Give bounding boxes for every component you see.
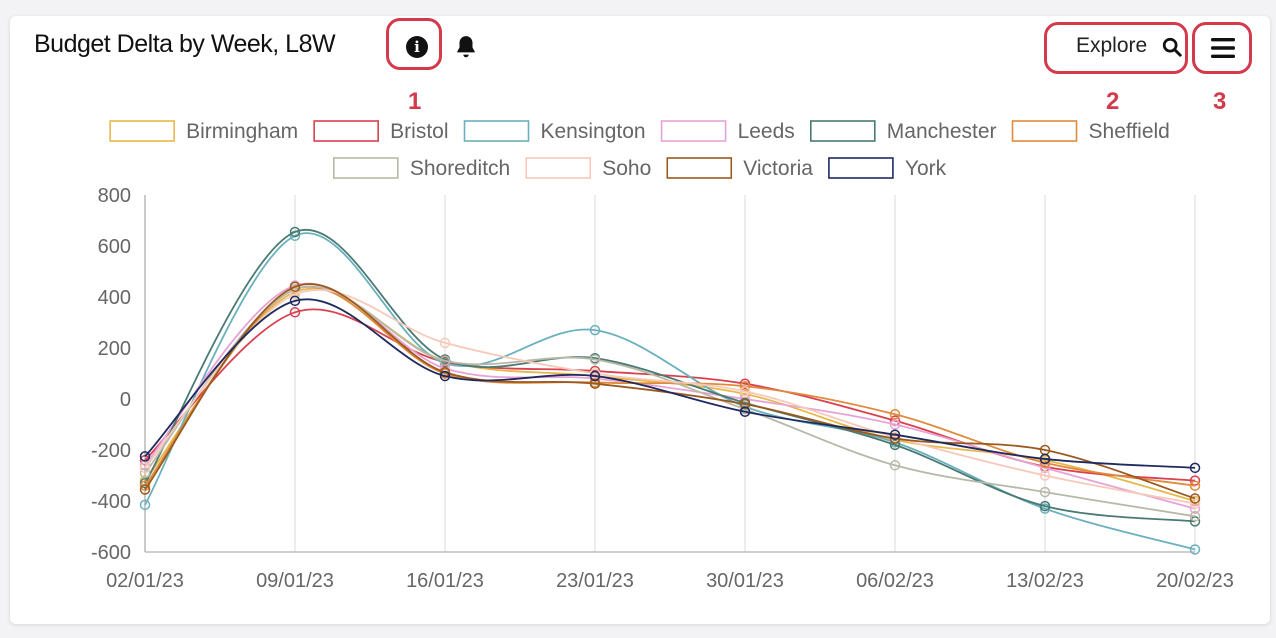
legend-label-birmingham: Birmingham <box>186 120 298 143</box>
legend-label-soho: Soho <box>602 157 651 180</box>
data-point-leeds <box>1189 503 1201 514</box>
y-tick-label: -600 <box>91 542 131 564</box>
info-icon[interactable]: i <box>406 36 428 58</box>
data-point-shoreditch <box>589 354 601 365</box>
legend-label-york: York <box>905 157 947 180</box>
x-tick-label: 20/02/23 <box>1156 570 1234 592</box>
y-tick-label: -400 <box>91 491 131 513</box>
legend-swatch-soho <box>525 157 592 179</box>
y-tick-label: 200 <box>98 338 131 360</box>
data-point-victoria <box>739 398 751 410</box>
legend-label-victoria: Victoria <box>743 157 813 180</box>
legend-swatch-birmingham <box>109 120 175 142</box>
data-point-victoria <box>139 484 151 495</box>
series-line-shoreditch <box>144 285 1196 518</box>
menu-highlight <box>1192 22 1252 74</box>
data-point-york <box>889 429 901 440</box>
data-point-soho <box>1189 498 1201 509</box>
y-tick-label: 800 <box>98 185 131 207</box>
x-tick-label: 16/01/23 <box>406 570 484 592</box>
line-chart: 800 600 400 200 0 -200 -400 -600 02/01/23 09/01/2… <box>91 120 1234 592</box>
data-point-manchester <box>289 226 301 238</box>
data-point-york <box>1039 453 1051 465</box>
callout-2: 2 <box>1106 88 1120 115</box>
data-point-soho <box>289 289 301 300</box>
x-tick-label: 13/02/23 <box>1006 570 1084 592</box>
data-point-soho <box>439 337 451 349</box>
series-line-manchester <box>144 228 1196 523</box>
data-point-manchester <box>1039 500 1051 512</box>
data-point-york <box>139 451 151 462</box>
data-point-york <box>739 406 751 417</box>
legend-swatch-sheffield <box>1011 120 1078 142</box>
data-point-sheffield <box>139 480 151 491</box>
legend-swatch-leeds <box>660 120 727 142</box>
data-point-victoria <box>289 281 301 293</box>
legend-swatch-manchester <box>810 120 876 142</box>
data-point-shoreditch <box>1039 486 1051 498</box>
series-line-birmingham <box>144 287 1196 502</box>
series-line-sheffield <box>144 286 1196 487</box>
chart-card: Budget Delta by Week, L8W i Explore 1 2 … <box>10 16 1270 624</box>
legend-swatch-victoria <box>666 157 733 179</box>
data-point-manchester <box>889 439 901 451</box>
data-point-victoria <box>1189 493 1201 504</box>
data-point-leeds <box>889 419 901 430</box>
series-line-soho <box>144 288 1196 505</box>
data-point-kensington <box>139 499 151 511</box>
data-point-soho <box>1039 470 1051 481</box>
data-point-shoreditch <box>439 355 451 366</box>
data-point-kensington <box>589 324 601 336</box>
bell-icon[interactable] <box>453 34 479 60</box>
data-point-york <box>1189 462 1201 474</box>
data-point-york <box>589 370 601 382</box>
info-highlight <box>386 18 442 70</box>
legend-label-manchester: Manchester <box>887 120 997 143</box>
callout-1: 1 <box>408 88 422 115</box>
data-point-york <box>439 370 451 382</box>
y-tick-label: 0 <box>120 389 131 411</box>
series-line-kensington <box>144 232 1196 551</box>
y-tick-label: 400 <box>98 287 131 309</box>
legend-label-kensington: Kensington <box>541 120 646 143</box>
data-point-kensington <box>1189 544 1201 555</box>
menu-icon[interactable] <box>1210 35 1236 61</box>
x-tick-label: 06/02/23 <box>856 570 934 592</box>
legend-swatch-kensington <box>463 120 530 142</box>
data-point-sheffield <box>1189 480 1201 491</box>
series-line-victoria <box>144 283 1196 500</box>
data-point-bristol <box>289 307 301 318</box>
data-point-york <box>289 295 301 307</box>
data-point-soho <box>739 386 751 397</box>
x-tick-label: 30/01/23 <box>706 570 784 592</box>
data-point-shoreditch <box>889 460 901 471</box>
callout-3: 3 <box>1213 88 1227 115</box>
x-tick-label: 02/01/23 <box>106 570 184 592</box>
y-tick-label: -200 <box>91 440 131 462</box>
data-point-shoreditch <box>1189 511 1201 522</box>
search-icon[interactable] <box>1161 36 1183 58</box>
chart-title: Budget Delta by Week, L8W <box>34 30 336 58</box>
y-tick-label: 600 <box>98 236 131 258</box>
data-point-sheffield <box>889 409 901 420</box>
data-point-soho <box>139 462 151 474</box>
legend-label-leeds: Leeds <box>738 120 795 143</box>
data-point-victoria <box>589 378 601 389</box>
legend-swatch-bristol <box>313 120 379 142</box>
legend-label-shoreditch: Shoreditch <box>410 157 510 180</box>
explore-highlight <box>1044 22 1188 74</box>
data-point-shoreditch <box>139 467 151 479</box>
x-tick-label: 23/01/23 <box>556 570 634 592</box>
series-line-leeds <box>144 282 1196 510</box>
data-point-manchester <box>1189 516 1201 527</box>
legend-swatch-shoreditch <box>333 157 399 179</box>
explore-button[interactable]: Explore <box>1076 34 1148 57</box>
series-line-york <box>144 298 1196 469</box>
legend-label-sheffield: Sheffield <box>1089 120 1170 143</box>
series-line-bristol <box>144 308 1196 482</box>
legend-label-bristol: Bristol <box>390 120 448 143</box>
legend-swatch-york <box>828 157 894 179</box>
x-tick-label: 09/01/23 <box>256 570 334 592</box>
